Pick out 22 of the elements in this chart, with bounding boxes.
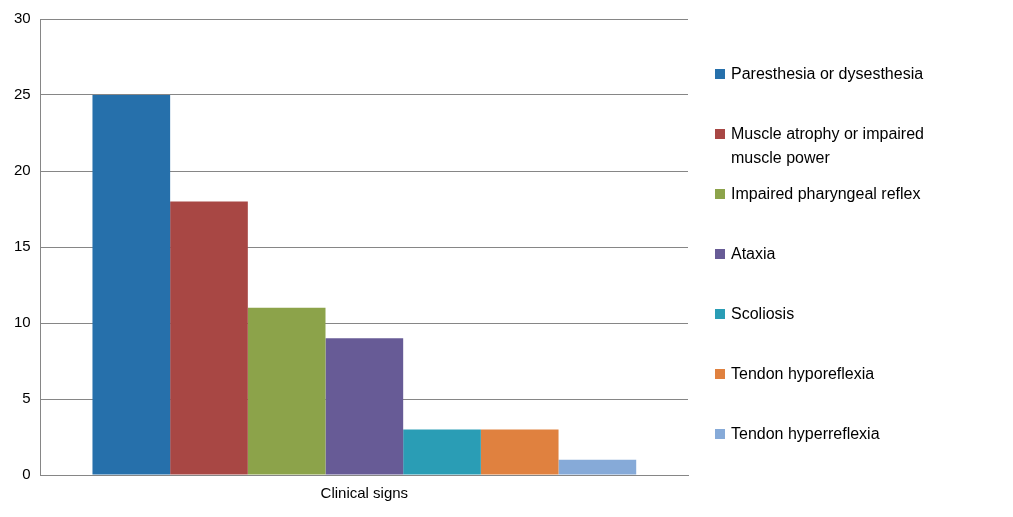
bar (92, 95, 171, 475)
bar (170, 201, 248, 475)
bar (480, 429, 559, 475)
y-tick-label: 15 (14, 237, 31, 255)
bar (247, 307, 326, 475)
y-tick-label: 5 (22, 389, 31, 407)
legend-label: Tendon hyporeflexia (731, 364, 875, 384)
bar (325, 338, 404, 475)
y-tick-label: 10 (14, 313, 31, 331)
legend-label: Impaired pharyngeal reflex (731, 184, 921, 204)
x-tick-label: Clinical signs (320, 484, 409, 502)
y-tick-label: 0 (22, 465, 31, 483)
legend-label: Tendon hyperreflexia (731, 424, 880, 444)
legend-label: Scoliosis (731, 304, 795, 324)
legend-label: Ataxia (731, 244, 776, 264)
bar (403, 429, 481, 475)
legend-label: Muscle atrophy or impaired muscle power (731, 124, 925, 168)
y-tick-label: 25 (14, 85, 31, 103)
legend-label: Paresthesia or dysesthesia (731, 64, 924, 84)
y-tick-label: 20 (14, 161, 31, 179)
y-tick-label: 30 (14, 9, 31, 27)
bar (558, 459, 637, 475)
